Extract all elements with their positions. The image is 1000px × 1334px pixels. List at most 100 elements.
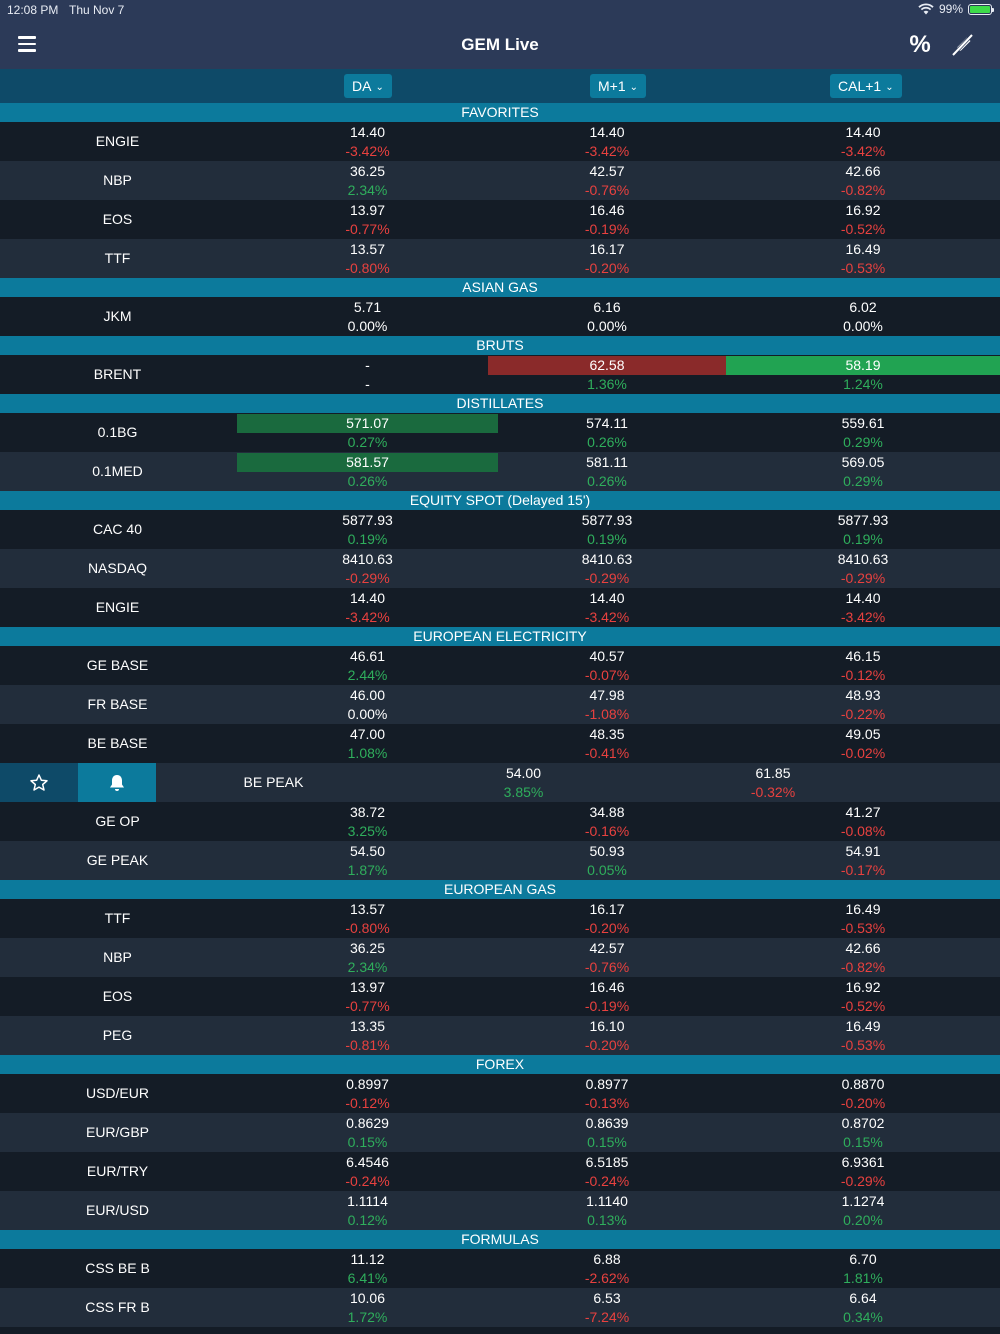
table-row[interactable]: CAC 40 5877.93 0.19% 5877.93 0.19% 5877.93 0.1… — [0, 510, 1000, 549]
change-value: 0.12% — [347, 1212, 388, 1228]
chevron-down-icon: ⌄ — [885, 82, 894, 93]
change-value: -0.20% — [840, 1095, 886, 1111]
change-value: 1.72% — [347, 1309, 388, 1325]
market-list[interactable]: FAVORITES ENGIE 14.40 -3.42% 14.40 -3.42% 14.4… — [0, 103, 1000, 1327]
price-cell: 13.97 -0.77% — [237, 977, 498, 1016]
instrument-name: CAC 40 — [92, 521, 143, 537]
price-cell: 36.25 2.34% — [237, 938, 498, 977]
section-header: FAVORITES — [0, 103, 1000, 122]
price-value: 16.10 — [589, 1018, 625, 1034]
table-row[interactable]: 0.1MED 581.57 0.26% 581.11 0.26% 569.05 0.29% — [0, 452, 1000, 491]
price-value: 14.40 — [589, 124, 625, 140]
change-value: 0.00% — [587, 318, 627, 334]
price-cell: 47.00 1.08% — [237, 724, 498, 763]
table-row[interactable]: 0.1BG 571.07 0.27% 574.11 0.26% 559.61 0.29% — [0, 413, 1000, 452]
price-cell: 5877.93 0.19% — [726, 510, 1000, 549]
table-row[interactable]: BRENT - -62.58 1.36% 58.19 1.24% — [0, 355, 1000, 394]
table-row[interactable]: USD/EUR 0.8997 -0.12% 0.8977 -0.13% 0.8870 -0.… — [0, 1074, 1000, 1113]
price-value: 6.02 — [849, 299, 877, 315]
price-value: 8410.63 — [581, 551, 633, 567]
price-value: 16.17 — [589, 241, 625, 257]
change-value: -0.80% — [345, 260, 390, 276]
price-cell: 61.85 -0.32% — [654, 763, 892, 802]
page-title: GEM Live — [461, 35, 539, 54]
price-value: 6.5185 — [585, 1154, 629, 1170]
price-cell: 5.71 0.00% — [237, 297, 498, 336]
table-row[interactable]: BE PEAK 54.00 3.85% 61.85 -0.32% — [0, 763, 1000, 802]
table-row[interactable]: NBP 36.25 2.34% 42.57 -0.76% 42.66 -0.82% — [0, 161, 1000, 200]
price-cell: 16.17 -0.20% — [488, 899, 726, 938]
price-cell: 8410.63 -0.29% — [237, 549, 498, 588]
table-row[interactable]: FR BASE 46.00 0.00% 47.98 -1.08% 48.93 -0.22% — [0, 685, 1000, 724]
column-selector-da[interactable]: DA ⌄ — [344, 74, 392, 98]
table-row[interactable]: TTF 13.57 -0.80% 16.17 -0.20% 16.49 -0.53% — [0, 899, 1000, 938]
section-header: FOREX — [0, 1055, 1000, 1074]
change-value: 1.81% — [843, 1270, 883, 1286]
battery-icon — [968, 3, 994, 15]
hamburger-icon[interactable] — [18, 36, 36, 52]
table-row[interactable]: EOS 13.97 -0.77% 16.46 -0.19% 16.92 -0.52% — [0, 200, 1000, 239]
table-row[interactable]: EUR/TRY 6.4546 -0.24% 6.5185 -0.24% 6.9361 -0.… — [0, 1152, 1000, 1191]
price-cell: 0.8870 -0.20% — [726, 1074, 1000, 1113]
change-value: -0.29% — [584, 570, 630, 586]
percent-icon[interactable]: % — [909, 31, 931, 58]
price-cell: 54.50 1.87% — [237, 841, 498, 880]
table-row[interactable]: EUR/GBP 0.8629 0.15% 0.8639 0.15% 0.8702 0.15% — [0, 1113, 1000, 1152]
table-row[interactable]: TTF 13.57 -0.80% 16.17 -0.20% 16.49 -0.53% — [0, 239, 1000, 278]
change-value: -3.42% — [345, 609, 390, 625]
price-cell: 49.05 -0.02% — [726, 724, 1000, 763]
table-row[interactable]: NBP 36.25 2.34% 42.57 -0.76% 42.66 -0.82% — [0, 938, 1000, 977]
alert-button[interactable] — [78, 763, 156, 802]
price-value: 0.8639 — [585, 1115, 629, 1131]
table-row[interactable]: NASDAQ 8410.63 -0.29% 8410.63 -0.29% 8410.63 -… — [0, 549, 1000, 588]
change-value: 0.26% — [587, 434, 627, 450]
column-selector-cal1[interactable]: CAL+1 ⌄ — [830, 74, 902, 98]
change-value: -0.41% — [584, 745, 630, 761]
table-row[interactable]: CSS BE B 11.12 6.41% 6.88 -2.62% 6.70 1.81% — [0, 1249, 1000, 1288]
table-row[interactable]: JKM 5.71 0.00% 6.16 0.00% 6.02 0.00% — [0, 297, 1000, 336]
price-value: 42.66 — [845, 940, 881, 956]
price-value: 58.19 — [726, 356, 1000, 375]
price-value: 6.16 — [593, 299, 621, 315]
price-value: 16.49 — [845, 1018, 881, 1034]
price-cell: 0.8639 0.15% — [488, 1113, 726, 1152]
change-value: -0.02% — [840, 745, 886, 761]
instrument-name: NBP — [103, 172, 132, 188]
table-row[interactable]: PEG 13.35 -0.81% 16.10 -0.20% 16.49 -0.53% — [0, 1016, 1000, 1055]
price-cell: 42.57 -0.76% — [488, 938, 726, 977]
price-cell: 574.11 0.26% — [488, 413, 726, 452]
change-value: -0.16% — [584, 823, 630, 839]
price-cell: 16.49 -0.53% — [726, 239, 1000, 278]
table-row[interactable]: GE BASE 46.61 2.44% 40.57 -0.07% 46.15 -0.12% — [0, 646, 1000, 685]
price-value: 8410.63 — [837, 551, 889, 567]
table-row[interactable]: BE BASE 47.00 1.08% 48.35 -0.41% 49.05 -0.02% — [0, 724, 1000, 763]
price-value: 1.1140 — [586, 1193, 628, 1209]
price-value: 1.1114 — [347, 1193, 388, 1209]
change-value: 0.05% — [587, 862, 627, 878]
change-value: -7.24% — [584, 1309, 630, 1325]
price-value: 6.53 — [593, 1290, 621, 1306]
price-value: 16.46 — [589, 979, 625, 995]
instrument-name: CSS FR B — [85, 1299, 150, 1315]
favorite-button[interactable] — [0, 763, 78, 802]
table-row[interactable]: GE PEAK 54.50 1.87% 50.93 0.05% 54.91 -0.17% — [0, 841, 1000, 880]
change-value: -0.77% — [345, 998, 390, 1014]
change-value: -0.13% — [584, 1095, 630, 1111]
pen-slash-icon[interactable] — [948, 32, 976, 58]
table-row[interactable]: CSS FR B 10.06 1.72% 6.53 -7.24% 6.64 0.34% — [0, 1288, 1000, 1327]
table-row[interactable]: GE OP 38.72 3.25% 34.88 -0.16% 41.27 -0.08% — [0, 802, 1000, 841]
column-selector-m1[interactable]: M+1 ⌄ — [590, 74, 647, 98]
price-cell: 581.57 0.26% — [237, 452, 498, 491]
price-cell: 36.25 2.34% — [237, 161, 498, 200]
table-row[interactable]: ENGIE 14.40 -3.42% 14.40 -3.42% 14.40 -3.42% — [0, 122, 1000, 161]
table-row[interactable]: ENGIE 14.40 -3.42% 14.40 -3.42% 14.40 -3.42% — [0, 588, 1000, 627]
table-row[interactable]: EOS 13.97 -0.77% 16.46 -0.19% 16.92 -0.52% — [0, 977, 1000, 1016]
change-value: -0.52% — [840, 998, 886, 1014]
instrument-name: JKM — [103, 308, 132, 324]
instrument-name: EUR/USD — [85, 1202, 149, 1218]
price-value: 14.40 — [845, 590, 881, 606]
change-value: -3.42% — [840, 609, 886, 625]
change-value: -0.07% — [584, 667, 630, 683]
price-value: 13.97 — [349, 202, 386, 218]
table-row[interactable]: EUR/USD 1.1114 0.12% 1.1140 0.13% 1.1274 0.20% — [0, 1191, 1000, 1230]
